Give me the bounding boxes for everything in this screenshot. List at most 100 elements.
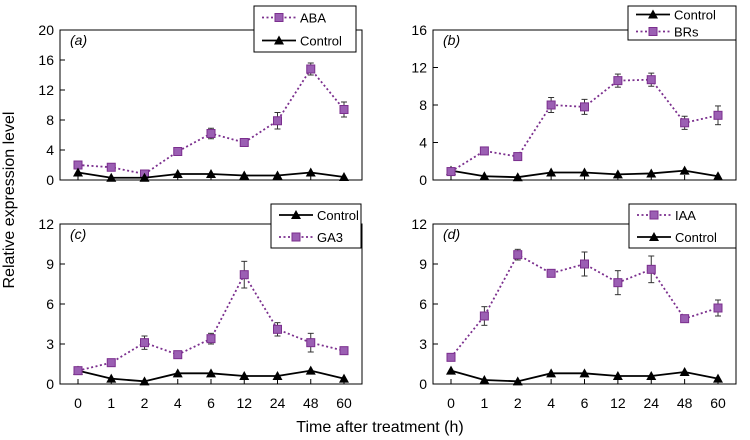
legend-label: Control: [674, 8, 716, 23]
series-control: [446, 165, 723, 182]
data-point: [73, 167, 83, 177]
data-point: [613, 278, 623, 288]
data-point: [173, 147, 183, 156]
data-point: [479, 311, 489, 321]
series-aba: [73, 62, 349, 179]
y-tick-label: 3: [46, 336, 54, 352]
y-axis-title: Relative expression level: [1, 112, 18, 289]
data-point: [73, 366, 83, 376]
data-point: [239, 270, 249, 280]
y-tick-label: 4: [419, 135, 427, 151]
x-tick-label: 60: [336, 395, 352, 411]
data-point: [713, 373, 723, 383]
data-point: [206, 129, 216, 138]
y-tick-label: 0: [419, 376, 427, 392]
data-point: [172, 368, 183, 378]
data-point: [273, 116, 282, 126]
data-point: [446, 167, 456, 177]
data-point: [512, 172, 523, 182]
data-point: [173, 350, 183, 360]
data-point: [680, 118, 690, 128]
data-point: [546, 167, 557, 177]
legend-label: BRs: [674, 25, 699, 40]
y-tick-label: 12: [38, 82, 54, 98]
y-tick-label: 0: [419, 172, 427, 188]
x-tick-label: 12: [236, 395, 252, 411]
data-point: [306, 338, 316, 348]
x-tick-label: 1: [480, 395, 488, 411]
data-point: [679, 165, 690, 175]
x-tick-label: 60: [710, 395, 726, 411]
data-point: [339, 172, 349, 181]
y-tick-label: 0: [46, 172, 54, 188]
data-point: [513, 250, 523, 260]
data-point: [680, 314, 690, 324]
y-tick-label: 6: [419, 296, 427, 312]
legend-marker: [274, 13, 284, 22]
legend: ABA Control: [253, 5, 357, 53]
x-tick-label: 2: [141, 395, 149, 411]
legend-label: ABA: [300, 11, 326, 26]
data-point: [339, 346, 349, 356]
data-point: [139, 172, 150, 182]
y-tick-label: 12: [411, 60, 427, 76]
data-point: [612, 169, 623, 179]
y-tick-label: 0: [46, 376, 54, 392]
data-point: [713, 171, 723, 181]
data-point: [339, 105, 349, 114]
y-tick-label: 20: [38, 22, 54, 38]
series-line: [450, 78, 719, 173]
panel-label: (c): [70, 226, 86, 242]
y-tick-label: 6: [46, 296, 54, 312]
data-point: [139, 376, 150, 386]
x-tick-label: 0: [74, 395, 82, 411]
y-tick-label: 12: [411, 216, 427, 232]
legend-label: Control: [300, 34, 342, 49]
legend-marker: [291, 232, 301, 242]
y-tick-label: 8: [419, 97, 427, 113]
data-point: [106, 373, 117, 383]
data-point: [239, 138, 249, 147]
data-point: [579, 368, 590, 378]
y-tick-label: 4: [46, 142, 54, 158]
legend-marker: [291, 210, 301, 219]
series-control: [73, 365, 349, 386]
series-control: [446, 365, 723, 386]
y-tick-label: 8: [46, 112, 54, 128]
data-point: [106, 162, 116, 172]
data-point: [479, 171, 490, 181]
series-iaa: [446, 248, 723, 362]
x-tick-label: 0: [447, 395, 455, 411]
legend-label: Control: [317, 208, 359, 223]
data-point: [580, 259, 589, 269]
data-point: [646, 371, 657, 380]
panel-label: (d): [443, 226, 460, 242]
data-point: [546, 368, 557, 378]
data-point: [239, 371, 250, 380]
legend-label: Control: [675, 230, 717, 245]
legend: IAA Control: [628, 203, 737, 249]
panel-label: (b): [443, 32, 460, 48]
chart-panel-1: 0 4 8 12 16 20 (a) ABA Control: [38, 5, 363, 188]
x-tick-label: 48: [303, 395, 319, 411]
data-point: [206, 169, 216, 178]
legend-box: [628, 203, 737, 249]
data-point: [646, 75, 656, 85]
data-point: [206, 334, 216, 344]
x-tick-label: 4: [547, 395, 555, 411]
data-point: [172, 169, 183, 178]
series-line: [77, 272, 345, 372]
legend-marker: [648, 27, 658, 36]
data-point: [305, 365, 316, 375]
data-point: [713, 303, 723, 313]
data-point: [446, 365, 456, 375]
panels-group: 048121620(a)ABAControl0481216(b)ControlB…: [38, 5, 737, 411]
legend: Control BRs: [627, 5, 737, 41]
y-tick-label: 9: [419, 256, 427, 272]
data-point: [546, 100, 556, 110]
series-brs: [446, 72, 723, 177]
series-line: [77, 67, 345, 175]
data-point: [546, 268, 556, 278]
